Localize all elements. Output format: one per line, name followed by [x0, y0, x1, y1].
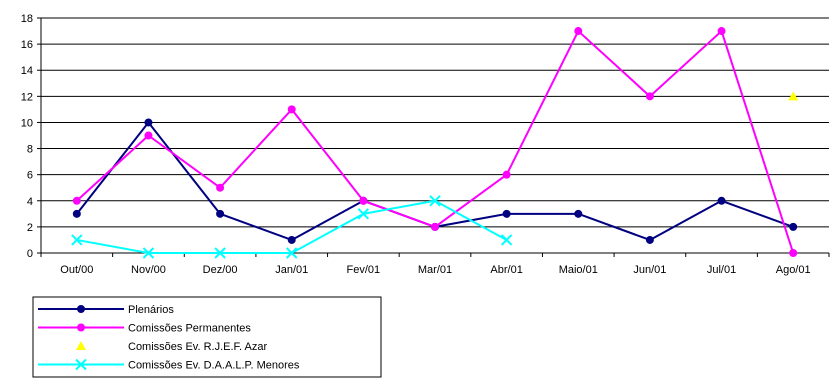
data-point — [645, 235, 654, 244]
y-tick-label: 2 — [27, 222, 33, 234]
legend-item: Comissões Permanentes — [38, 323, 251, 335]
y-tick-label: 4 — [27, 196, 33, 208]
y-tick-label: 14 — [21, 65, 33, 77]
y-tick-label: 12 — [21, 91, 33, 103]
x-tick-label: Fev/01 — [347, 264, 381, 276]
legend-marker — [77, 323, 85, 332]
legend-item: Comissões Ev. D.A.A.L.P. Menores — [38, 358, 300, 372]
data-point — [574, 209, 583, 218]
legend-label: Comissões Ev. R.J.E.F. Azar — [128, 341, 268, 353]
x-tick-label: Jul/01 — [707, 264, 736, 276]
y-tick-label: 10 — [21, 117, 33, 129]
data-point — [144, 131, 153, 140]
y-tick-label: 0 — [27, 248, 33, 260]
legend-label: Comissões Ev. D.A.A.L.P. Menores — [128, 360, 300, 372]
legend-marker — [77, 305, 85, 313]
data-point — [287, 105, 296, 114]
data-point — [72, 209, 81, 218]
data-point — [214, 247, 226, 259]
data-point — [71, 234, 83, 246]
y-tick-label: 18 — [21, 13, 33, 25]
data-point — [216, 209, 225, 218]
x-tick-label: Dez/00 — [203, 264, 238, 276]
x-tick-label: Maio/01 — [559, 264, 598, 276]
x-marker-stroke — [500, 234, 513, 246]
data-point — [287, 235, 296, 244]
x-tick-label: Abr/01 — [490, 264, 522, 276]
data-point — [788, 91, 799, 101]
data-point — [359, 196, 368, 205]
data-point — [429, 195, 441, 207]
y-tick-label: 16 — [21, 39, 33, 51]
legend-label: Comissões Permanentes — [128, 323, 251, 335]
grid-lines — [41, 17, 829, 228]
legend-item: Comissões Ev. R.J.E.F. Azar — [76, 341, 268, 353]
data-point — [502, 170, 511, 179]
y-tick-label: 8 — [27, 144, 33, 156]
x-marker-stroke — [286, 247, 298, 259]
y-tick-labels: 0 2 4 6 8 10 12 14 16 18 — [21, 13, 33, 260]
data-point — [502, 209, 511, 218]
data-point — [142, 247, 155, 259]
x-marker-stroke — [71, 234, 83, 246]
legend-marker — [76, 341, 86, 350]
x-tick-label: Out/00 — [60, 264, 93, 276]
data-point — [789, 222, 798, 231]
x-marker-stroke — [75, 358, 87, 371]
data-point — [431, 222, 439, 231]
x-marker-stroke — [142, 247, 155, 259]
series-comissoes-permanentes — [72, 27, 798, 257]
x-tick-label: Jun/01 — [633, 264, 666, 276]
y-tick-label: 6 — [27, 170, 33, 182]
series-line — [76, 121, 794, 241]
series-comissoes-ev-d-a-a-l-p-menores — [71, 195, 513, 259]
x-tick-labels: Out/00 Nov/00 Dez/00 Jan/01 Fev/01 Mar/01 Abr/… — [60, 264, 810, 276]
data-point — [574, 27, 583, 36]
data-point — [717, 196, 726, 205]
data-point — [645, 92, 654, 101]
x-marker-stroke — [214, 247, 226, 259]
series-comissoes-ev-r-j-e-f-azar — [788, 91, 799, 101]
x-tick-label: Mar/01 — [418, 264, 452, 276]
x-marker-stroke — [429, 195, 441, 207]
data-point — [500, 234, 513, 246]
data-point — [72, 196, 81, 205]
x-marker-stroke — [357, 208, 370, 220]
data-point — [286, 247, 298, 259]
axes — [37, 17, 830, 257]
legend-label: Plenários — [128, 304, 174, 316]
data-point — [789, 249, 798, 257]
data-point — [357, 208, 370, 220]
data-point — [216, 183, 225, 192]
legend: Plenários Comissões Permanentes Comissões … — [32, 296, 382, 378]
series-group — [71, 27, 799, 259]
legend-item: Plenários — [38, 304, 174, 316]
legend-marker — [75, 358, 87, 371]
data-point — [144, 118, 153, 127]
x-tick-label: Jan/01 — [275, 264, 308, 276]
x-tick-label: Ago/01 — [776, 264, 811, 276]
x-tick-label: Nov/00 — [131, 264, 166, 276]
data-point — [717, 27, 726, 36]
